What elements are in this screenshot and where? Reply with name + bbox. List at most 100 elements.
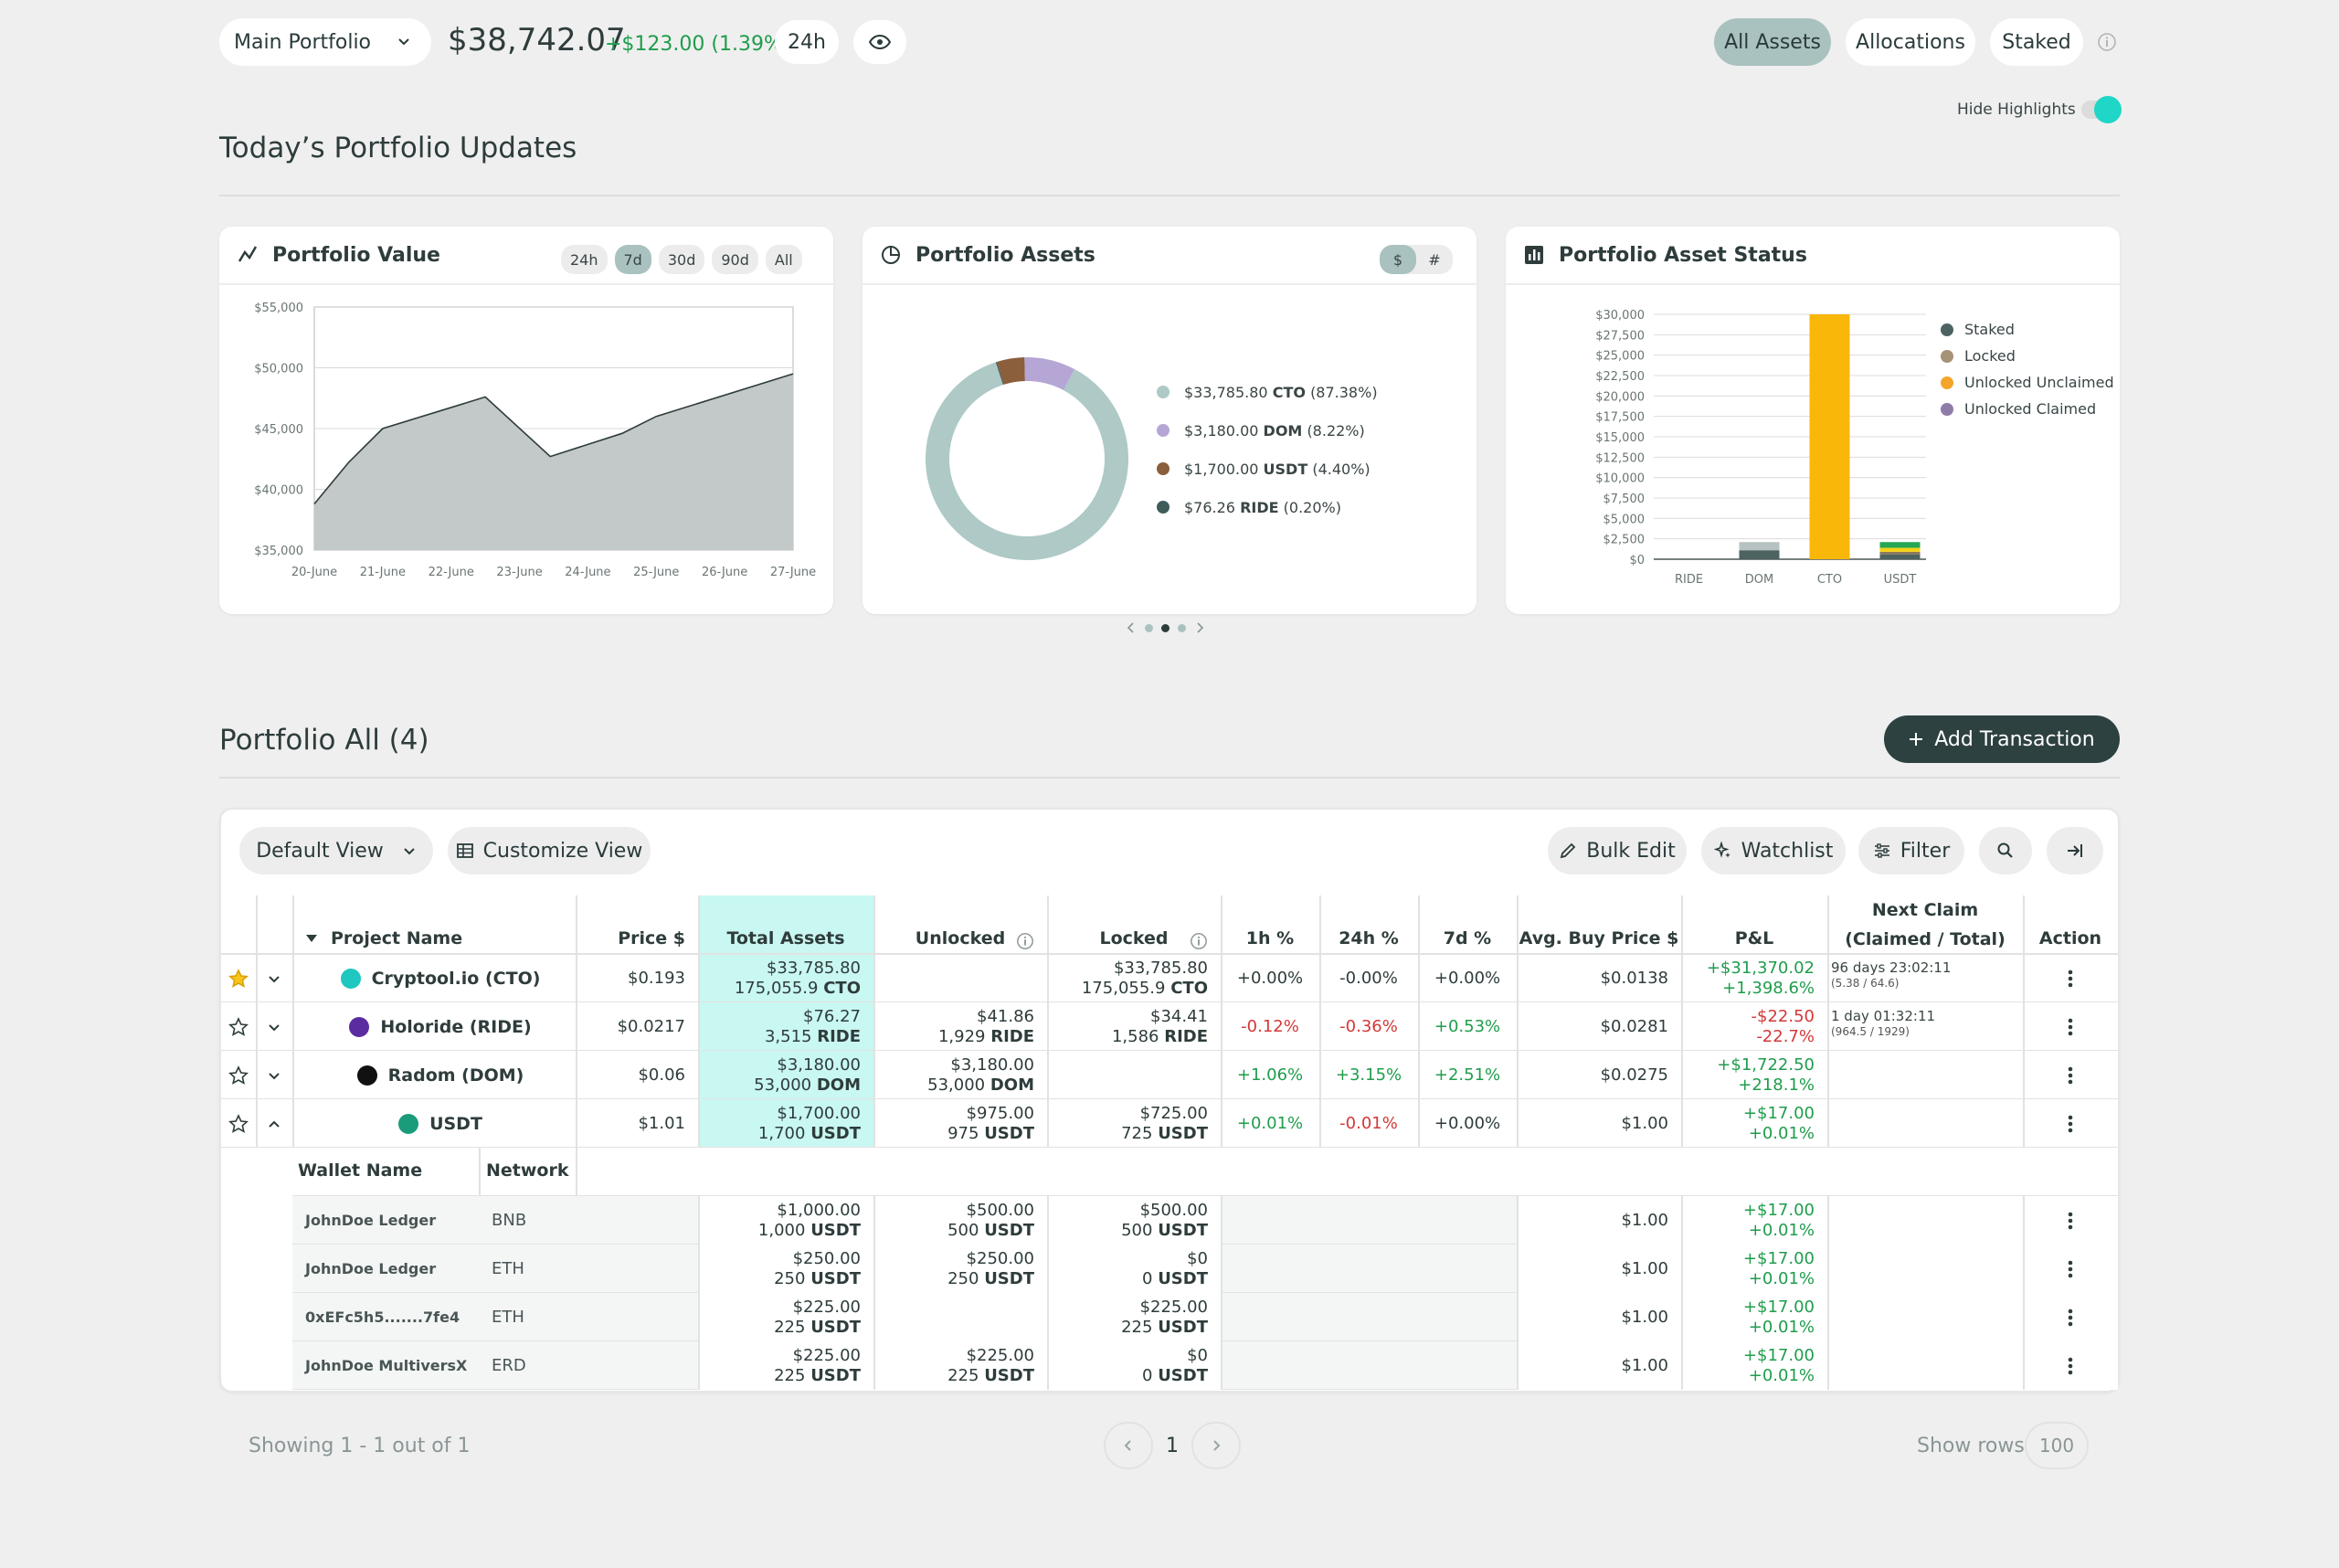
sub-table-row[interactable]: JohnDoe Ledger BNB $1,000.00 1,000 USDT $500… xyxy=(292,1196,2118,1245)
hide-highlights-toggle[interactable] xyxy=(2081,96,2122,123)
column-divider xyxy=(698,1341,700,1390)
customize-view-button[interactable]: Customize View xyxy=(448,827,651,874)
sub-symbol: USDT xyxy=(1158,1268,1208,1288)
project-name-cell[interactable]: Cryptool.io (CTO) xyxy=(292,954,576,1002)
tab-all-assets[interactable]: All Assets xyxy=(1714,18,1831,66)
unit-dollar[interactable]: $ xyxy=(1380,245,1416,274)
range-7d[interactable]: 7d xyxy=(614,245,651,274)
tab-allocations[interactable]: Allocations xyxy=(1846,18,1975,66)
bar-chart-icon xyxy=(1524,245,1544,265)
column-header-h24[interactable]: 24h % xyxy=(1319,928,1418,948)
x-tick-label: 20-June xyxy=(291,566,337,579)
sub-row-actions-button[interactable] xyxy=(2023,1245,2118,1293)
table-row[interactable]: Holoride (RIDE) $0.0217 $76.27 3,515 RIDE $4… xyxy=(221,1002,2118,1051)
rows-per-page-select[interactable]: 100 xyxy=(2025,1422,2089,1469)
sub-qty-line: 225 USDT xyxy=(774,1366,861,1386)
divider xyxy=(219,195,2120,196)
column-header-h1[interactable]: 1h % xyxy=(1221,928,1319,948)
table-row[interactable]: USDT $1.01 $1,700.00 1,700 USDT $975.00 975 U… xyxy=(221,1099,2118,1148)
chevron-down-icon[interactable] xyxy=(256,1051,292,1099)
favorite-star-icon[interactable] xyxy=(221,1051,256,1099)
portfolio-select[interactable]: Main Portfolio xyxy=(219,18,431,66)
column-header-avg[interactable]: Avg. Buy Price $ xyxy=(1517,928,1681,948)
column-header-total[interactable]: Total Assets xyxy=(698,928,873,948)
filter-button[interactable]: Filter xyxy=(1858,827,1964,874)
column-header-wallet-name[interactable]: Wallet Name xyxy=(298,1160,423,1181)
sub-table-row[interactable]: JohnDoe MultiversX ERD $225.00 225 USDT $225… xyxy=(292,1341,2118,1390)
info-icon[interactable] xyxy=(1190,932,1208,950)
column-header-locked[interactable]: Locked xyxy=(1047,928,1221,948)
locked-cell-qty: 1,586 xyxy=(1111,1026,1159,1046)
info-icon[interactable] xyxy=(2097,32,2117,52)
row-actions-button[interactable] xyxy=(2023,1051,2118,1099)
chevron-down-icon[interactable] xyxy=(256,1002,292,1051)
unlocked-cell-symbol: RIDE xyxy=(990,1026,1034,1046)
column-divider xyxy=(1827,1293,1829,1341)
favorite-star-icon[interactable] xyxy=(221,1002,256,1051)
pager-dot-active[interactable] xyxy=(1161,623,1170,632)
locked-cell-qty-line: 175,055.9 CTO xyxy=(1082,979,1208,999)
sub-row-actions-button[interactable] xyxy=(2023,1341,2118,1390)
range-30d[interactable]: 30d xyxy=(658,245,705,274)
default-view-select[interactable]: Default View xyxy=(239,827,433,874)
price-cell: $0.193 xyxy=(576,954,698,1002)
status-legend-item: Staked xyxy=(1941,316,2114,343)
next-page-button[interactable] xyxy=(1191,1422,1241,1469)
column-header-next-claim[interactable]: Next Claim (Claimed / Total) xyxy=(1827,895,2023,954)
favorite-star-icon[interactable] xyxy=(221,954,256,1002)
bulk-edit-button[interactable]: Bulk Edit xyxy=(1548,827,1687,874)
sort-down-icon[interactable] xyxy=(305,934,318,943)
watchlist-button[interactable]: Watchlist xyxy=(1701,827,1846,874)
chevron-down-icon[interactable] xyxy=(256,954,292,1002)
sub-pnl-cell: +$17.00 +0.01% xyxy=(1681,1293,1827,1341)
column-divider xyxy=(873,1293,875,1341)
pagination: 1 xyxy=(1104,1422,1241,1469)
search-button[interactable] xyxy=(1979,827,2032,874)
period-select[interactable]: 24h xyxy=(775,20,839,64)
chevron-up-icon[interactable] xyxy=(256,1099,292,1148)
column-header-price[interactable]: Price $ xyxy=(576,928,698,948)
chevron-right-icon[interactable] xyxy=(1194,621,1205,634)
table-row[interactable]: Radom (DOM) $0.06 $3,180.00 53,000 DOM $3,18… xyxy=(221,1051,2118,1099)
info-icon[interactable] xyxy=(1016,932,1034,950)
project-name-cell[interactable]: USDT xyxy=(292,1099,576,1148)
range-24h[interactable]: 24h xyxy=(561,245,608,274)
row-actions-button[interactable] xyxy=(2023,954,2118,1002)
row-actions-button[interactable] xyxy=(2023,1099,2118,1148)
price: $0.193 xyxy=(628,969,685,988)
sub-lock-cell: $500.00 500 USDT xyxy=(1047,1196,1221,1245)
current-page[interactable]: 1 xyxy=(1166,1434,1179,1457)
tab-staked[interactable]: Staked xyxy=(1990,18,2083,66)
sub-table-row[interactable]: 0xEFc5h5.......7fe4 ETH $225.00 225 USDT $22… xyxy=(292,1293,2118,1341)
row-actions-button[interactable] xyxy=(2023,1002,2118,1051)
pager-dot[interactable] xyxy=(1145,623,1153,632)
column-divider xyxy=(1517,1245,1519,1293)
range-90d[interactable]: 90d xyxy=(712,245,758,274)
project-name-cell[interactable]: Radom (DOM) xyxy=(292,1051,576,1099)
column-header-pnl[interactable]: P&L xyxy=(1681,928,1827,948)
table-row[interactable]: Cryptool.io (CTO) $0.193 $33,785.80 175,055… xyxy=(221,954,2118,1002)
range-all[interactable]: All xyxy=(765,245,802,274)
column-header-unlocked[interactable]: Unlocked xyxy=(873,928,1047,948)
export-button[interactable] xyxy=(2047,827,2103,874)
chevron-left-icon[interactable] xyxy=(1126,621,1137,634)
sub-table-row[interactable]: JohnDoe Ledger ETH $250.00 250 USDT $250.00 2… xyxy=(292,1245,2118,1293)
project-name-cell[interactable]: Holoride (RIDE) xyxy=(292,1002,576,1051)
sub-row-actions-button[interactable] xyxy=(2023,1293,2118,1341)
column-header-network[interactable]: Network xyxy=(486,1160,569,1181)
prev-page-button[interactable] xyxy=(1104,1422,1153,1469)
column-header-label: Project Name xyxy=(331,928,463,948)
next-claim-cell xyxy=(1827,1051,2023,1099)
column-header-project[interactable]: Project Name xyxy=(292,928,576,948)
sub-symbol: USDT xyxy=(1158,1365,1208,1385)
add-transaction-button[interactable]: Add Transaction xyxy=(1884,715,2120,763)
visibility-toggle[interactable] xyxy=(853,20,906,64)
column-divider xyxy=(1517,1293,1519,1341)
favorite-star-icon[interactable] xyxy=(221,1099,256,1148)
sub-row-actions-button[interactable] xyxy=(2023,1196,2118,1245)
column-header-action[interactable]: Action xyxy=(2023,928,2118,948)
unit-count[interactable]: # xyxy=(1416,245,1453,274)
legend-symbol: USDT xyxy=(1263,460,1308,478)
pager-dot[interactable] xyxy=(1178,623,1186,632)
column-header-d7[interactable]: 7d % xyxy=(1418,928,1517,948)
